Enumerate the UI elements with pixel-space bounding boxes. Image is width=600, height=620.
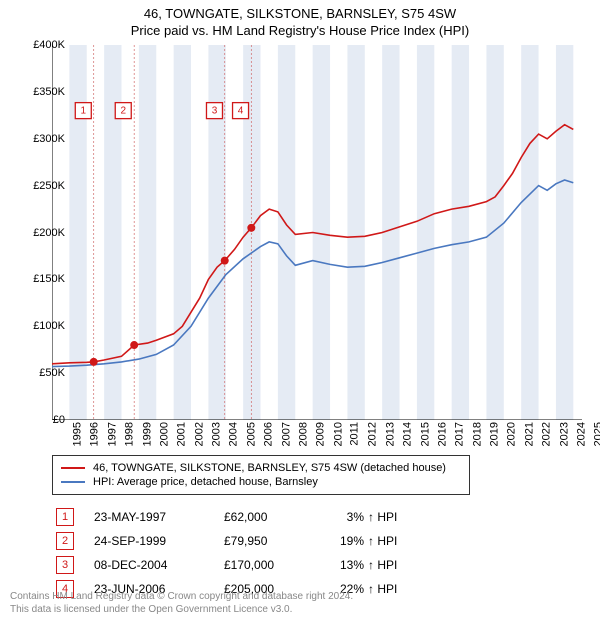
sale-point [247, 224, 255, 232]
x-tick-label: 2024 [575, 422, 587, 446]
x-tick-label: 2009 [315, 422, 327, 446]
sale-date: 24-SEP-1999 [94, 534, 224, 548]
attribution: Contains HM Land Registry data © Crown c… [10, 591, 353, 616]
y-tick-label: £400K [5, 39, 65, 51]
x-tick-label: 1995 [71, 422, 83, 446]
title-line-1: 46, TOWNGATE, SILKSTONE, BARNSLEY, S75 4… [0, 6, 600, 23]
x-tick-label: 2017 [454, 422, 466, 446]
figure: { "title_line1": "46, TOWNGATE, SILKSTON… [0, 0, 600, 620]
sale-index-marker: 3 [56, 556, 74, 574]
x-tick-label: 2001 [176, 422, 188, 446]
x-tick-label: 2004 [228, 422, 240, 446]
chart-area: 1 2 3 4 [52, 45, 582, 420]
legend-swatch-property [61, 467, 85, 469]
x-tick-label: 2006 [263, 422, 275, 446]
sale-pct: 13% [314, 558, 368, 572]
sale-marker: 3 [206, 103, 222, 119]
x-tick-label: 2003 [211, 422, 223, 446]
x-tick-label: 2019 [489, 422, 501, 446]
legend-item-hpi: HPI: Average price, detached house, Barn… [61, 475, 461, 489]
legend-swatch-hpi [61, 481, 85, 483]
sale-point [221, 257, 229, 265]
sale-hpi: ↑ HPI [368, 534, 418, 548]
x-tick-label: 2025 [593, 422, 600, 446]
chart-title: 46, TOWNGATE, SILKSTONE, BARNSLEY, S75 4… [0, 6, 600, 40]
sale-marker: 2 [115, 103, 131, 119]
y-tick-label: £50K [5, 367, 65, 379]
x-tick-label: 2010 [332, 422, 344, 446]
legend-label-property: 46, TOWNGATE, SILKSTONE, BARNSLEY, S75 4… [93, 462, 446, 474]
x-tick-label: 2002 [193, 422, 205, 446]
y-tick-label: £200K [5, 227, 65, 239]
x-tick-label: 2011 [349, 422, 361, 446]
sale-price: £62,000 [224, 510, 314, 524]
sales-table: 123-MAY-1997£62,0003%↑ HPI224-SEP-1999£7… [52, 505, 418, 601]
y-tick-label: £150K [5, 273, 65, 285]
x-tick-label: 1997 [106, 422, 118, 446]
y-tick-label: £300K [5, 133, 65, 145]
x-tick-label: 1998 [124, 422, 136, 446]
legend-label-hpi: HPI: Average price, detached house, Barn… [93, 476, 318, 488]
sale-index-marker: 2 [56, 532, 74, 550]
sale-row: 1 23-MAY-1997£62,0003%↑ HPI [52, 505, 418, 529]
x-tick-label: 1999 [141, 422, 153, 446]
x-tick-label: 2000 [158, 422, 170, 446]
x-tick-label: 2013 [384, 422, 396, 446]
x-tick-label: 2005 [245, 422, 257, 446]
sale-index-marker: 1 [56, 508, 74, 526]
sale-point [90, 358, 98, 366]
chart-svg: 1 2 3 4 [52, 45, 582, 420]
sale-hpi: ↑ HPI [368, 558, 418, 572]
sale-hpi: ↑ HPI [368, 510, 418, 524]
x-tick-label: 2018 [471, 422, 483, 446]
sale-price: £79,950 [224, 534, 314, 548]
sale-point [130, 341, 138, 349]
svg-text:3: 3 [212, 106, 218, 117]
x-tick-label: 2023 [558, 422, 570, 446]
sale-hpi: ↑ HPI [368, 582, 418, 596]
legend: 46, TOWNGATE, SILKSTONE, BARNSLEY, S75 4… [52, 455, 470, 495]
title-line-2: Price paid vs. HM Land Registry's House … [0, 23, 600, 40]
x-tick-label: 2020 [506, 422, 518, 446]
svg-text:1: 1 [80, 106, 86, 117]
sale-date: 08-DEC-2004 [94, 558, 224, 572]
sale-marker: 1 [75, 103, 91, 119]
sale-date: 23-MAY-1997 [94, 510, 224, 524]
sale-pct: 19% [314, 534, 368, 548]
x-tick-label: 2022 [541, 422, 553, 446]
attribution-line-1: Contains HM Land Registry data © Crown c… [10, 591, 353, 604]
svg-text:4: 4 [238, 106, 244, 117]
y-tick-label: £250K [5, 180, 65, 192]
sale-row: 2 24-SEP-1999£79,95019%↑ HPI [52, 529, 418, 553]
y-tick-label: £100K [5, 320, 65, 332]
x-tick-label: 2007 [280, 422, 292, 446]
svg-text:2: 2 [120, 106, 126, 117]
x-tick-label: 2008 [297, 422, 309, 446]
x-tick-label: 2012 [367, 422, 379, 446]
sale-row: 3 08-DEC-2004£170,00013%↑ HPI [52, 553, 418, 577]
sale-marker: 4 [233, 103, 249, 119]
x-tick-label: 1996 [89, 422, 101, 446]
attribution-line-2: This data is licensed under the Open Gov… [10, 604, 353, 617]
x-tick-label: 2016 [436, 422, 448, 446]
y-tick-label: £0 [5, 414, 65, 426]
x-tick-label: 2015 [419, 422, 431, 446]
sale-pct: 3% [314, 510, 368, 524]
x-tick-label: 2021 [523, 422, 535, 446]
sale-price: £170,000 [224, 558, 314, 572]
x-tick-label: 2014 [402, 422, 414, 446]
y-tick-label: £350K [5, 86, 65, 98]
legend-item-property: 46, TOWNGATE, SILKSTONE, BARNSLEY, S75 4… [61, 461, 461, 475]
